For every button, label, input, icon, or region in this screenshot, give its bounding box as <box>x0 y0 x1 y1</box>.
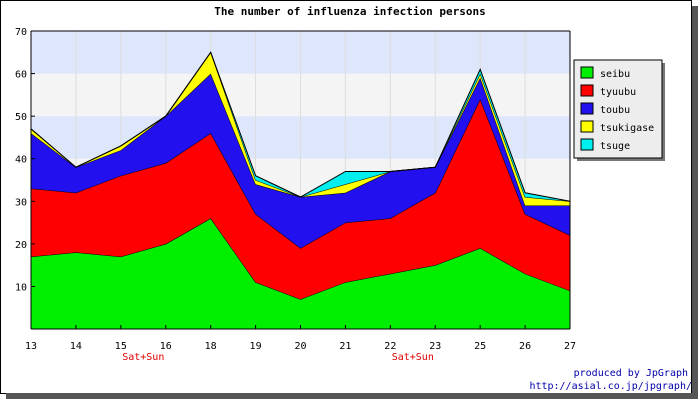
x-tick-label: 14 <box>70 341 82 352</box>
legend-label-seibu: seibu <box>600 69 630 80</box>
x-tick-label: 20 <box>294 341 306 352</box>
x-tick-label: 19 <box>250 341 262 352</box>
x-tick-label: 18 <box>205 341 217 352</box>
legend: seibu tyuubu toubu tsukigase tsuge <box>573 59 665 161</box>
y-tick-label: 10 <box>15 282 27 293</box>
area-tyuubu <box>31 99 570 300</box>
credit-line-2[interactable]: http://asial.co.jp/jpgraph/ <box>529 381 692 392</box>
y-tick-label: 70 <box>15 27 27 38</box>
frame-shadow-right <box>692 6 698 398</box>
legend-swatch-toubu <box>580 102 594 115</box>
x-tick-label: 23 <box>429 341 441 352</box>
x-tick-label: 15 <box>115 341 127 352</box>
legend-label-toubu: toubu <box>600 105 630 116</box>
frame-shadow-bottom <box>6 393 698 399</box>
y-tick-label: 50 <box>15 112 27 123</box>
legend-swatch-seibu <box>580 66 594 79</box>
x-tick-label: 21 <box>339 341 351 352</box>
credit-line-1: produced by JpGraph <box>574 368 688 379</box>
x-tick-label: 16 <box>160 341 172 352</box>
y-tick-label: 60 <box>15 70 27 81</box>
x-tick-label: 22 <box>384 341 396 352</box>
y-tick-label: 30 <box>15 197 27 208</box>
x-tick-label: 27 <box>564 341 576 352</box>
legend-swatch-tsuge <box>580 138 594 151</box>
y-tick-label: 40 <box>15 155 27 166</box>
y-tick-label: 20 <box>15 240 27 251</box>
legend-swatch-tyuubu <box>580 84 594 97</box>
weekend-label: Sat+Sun <box>122 352 164 363</box>
legend-swatch-tsukigase <box>580 120 594 133</box>
legend-label-tyuubu: tyuubu <box>600 87 636 98</box>
chart-title: The number of influenza infection person… <box>214 5 486 18</box>
x-tick-label: 13 <box>25 341 37 352</box>
weekend-label: Sat+Sun <box>392 352 434 363</box>
x-tick-label: 26 <box>519 341 531 352</box>
area-seibu <box>31 218 570 329</box>
area-outline-tsuge <box>30 51 571 202</box>
legend-label-tsukigase: tsukigase <box>600 123 654 134</box>
x-tick-label: 25 <box>474 341 486 352</box>
plot-area: 10 20 30 40 50 60 70 13 14 15 16 18 19 20 21 22 23 25 26 27… <box>15 27 576 363</box>
legend-label-tsuge: tsuge <box>600 141 630 152</box>
area-toubu <box>31 73 570 249</box>
